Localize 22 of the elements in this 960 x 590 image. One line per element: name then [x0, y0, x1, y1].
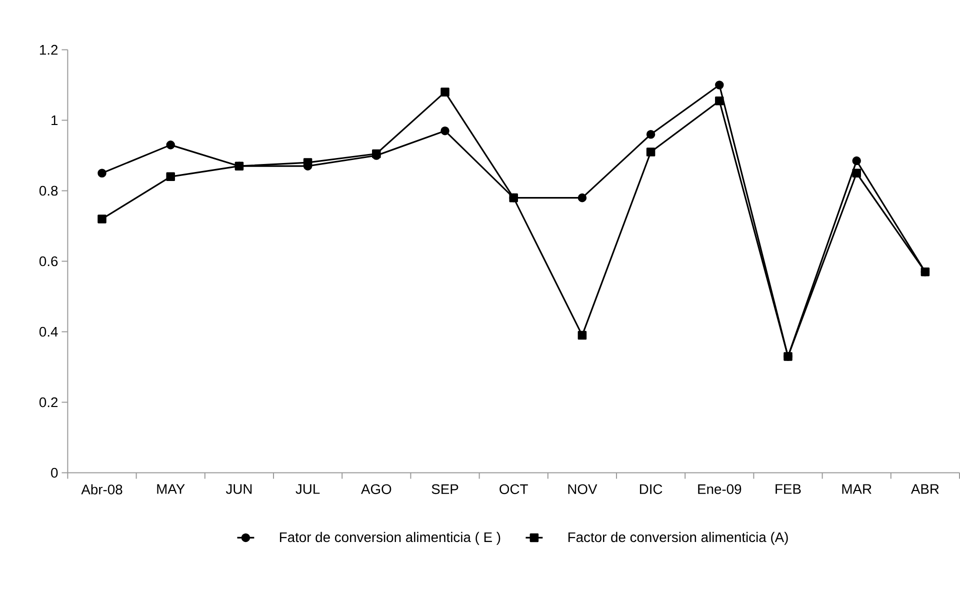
x-tick-label: ABR — [910, 484, 939, 494]
y-tick-label: 1 — [52, 115, 58, 125]
x-tick-label: Abr-08 — [81, 484, 122, 494]
y-tick-label: 0 — [51, 468, 58, 478]
x-tick-label: JUL — [296, 484, 320, 494]
x-tick-label: AGO — [361, 484, 392, 494]
x-tick-label: OCT — [500, 484, 528, 494]
legend-label: Factor de conversion alimenticia (A) — [568, 532, 788, 545]
x-tick-label: Ene-09 — [698, 484, 742, 494]
y-tick-label: 0.8 — [39, 186, 58, 196]
y-tick-label: 1.2 — [40, 44, 58, 54]
legend-label: Fator de conversion alimenticia ( E ) — [280, 532, 500, 545]
x-tick-label: SEP — [432, 484, 458, 494]
x-tick-label: MAR — [842, 484, 872, 494]
x-tick-label: MAY — [157, 484, 185, 494]
y-tick-label: 0.2 — [39, 397, 58, 408]
x-tick-label: NOV — [568, 484, 598, 494]
y-tick-label: 0.6 — [39, 256, 58, 266]
x-tick-label: JUN — [226, 484, 252, 494]
x-tick-label: DIC — [640, 484, 662, 494]
x-tick-label: FEB — [776, 484, 801, 494]
y-tick-label: 0.4 — [39, 326, 58, 337]
